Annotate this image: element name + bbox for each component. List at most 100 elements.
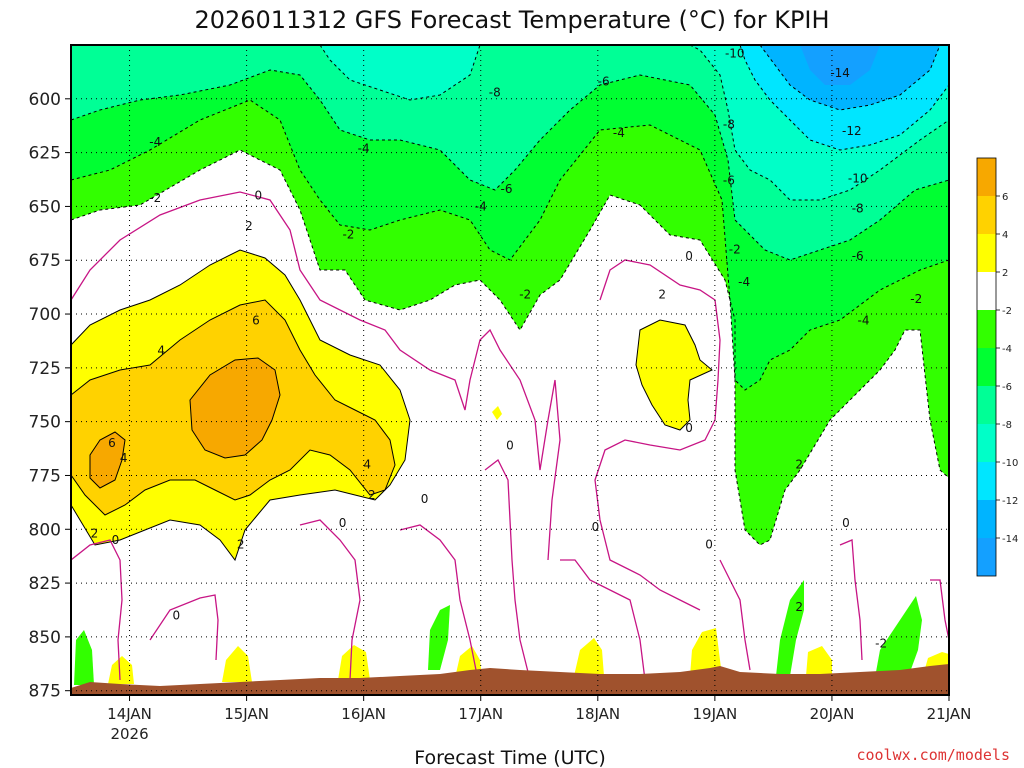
contour-label: -4 [613,126,625,140]
y-tick-label: 825 [29,574,61,594]
x-tick-label: 18JAN [575,705,620,723]
colorbar-label: -14 [1002,534,1018,545]
contour-label: -2 [875,636,887,650]
contour-label: 0 [173,608,181,622]
contour-label: -14 [830,66,850,80]
colorbar-label: -12 [1002,496,1018,507]
y-tick-label: 850 [29,628,61,648]
colorbar-label: -4 [1002,344,1012,355]
credit-link[interactable]: coolwx.com/models [856,746,1010,764]
contour-label: 0 [685,249,693,263]
contour-label: -6 [723,174,735,188]
surface-cool-1 [74,630,94,685]
contour-label: -6 [501,182,513,196]
contour-label: -2 [342,227,354,241]
x-year-label: 2026 [110,725,148,743]
contour-label: -2 [729,242,741,256]
y-tick-label: 750 [29,413,61,433]
band-2-4-patch-19jan [636,320,712,430]
surface-cool-3 [776,580,804,676]
y-axis: 600 625 650 675 700 725 750 775 800 825 850 875 [29,90,71,702]
y-tick-label: 600 [29,90,61,110]
x-axis: 14JAN 15JAN 16JAN 17JAN 18JAN 19JAN 20JAN 21JAN… [107,695,971,743]
contour-label: 0 [592,520,600,534]
colorbar-label: 2 [1002,268,1008,279]
contour-label: 2 [368,488,376,502]
contour-label: -4 [358,141,370,155]
y-tick-label: 650 [29,197,61,217]
plot-frame [70,44,950,696]
colorbar-label: -6 [1002,382,1012,393]
contour-label: -4 [475,199,487,213]
band-6-8 [90,358,280,488]
contour-label: 0 [112,533,120,547]
colorbar-segment [977,500,996,538]
contour-label: 0 [254,189,262,203]
contour-label: -2 [519,288,531,302]
band-minus8-minus10 [71,45,949,200]
colorbar-segment [977,538,996,576]
contour-label: 2 [795,600,803,614]
y-tick-label: 675 [29,251,61,271]
x-axis-label: Forecast Time (UTC) [414,747,605,768]
contour-label: 0 [842,516,850,530]
colorbar-segment [977,424,996,462]
y-tick-label: 800 [29,520,61,540]
colorbar-frame [976,157,997,577]
contour-lines [71,45,949,681]
contour-label: -8 [489,85,501,99]
y-tick-label: 700 [29,305,61,325]
contour-label: 0 [339,516,347,530]
contour-label: 4 [120,451,128,465]
colorbar-label: 6 [1002,192,1008,203]
colorbar-segment [977,386,996,424]
x-tick-label: 15JAN [224,705,269,723]
y-tick-label: 875 [29,682,61,702]
colorbar-segment [977,348,996,386]
surface-warm-3 [338,645,370,680]
contour-label: -12 [842,124,862,138]
contour-label: 2 [795,458,803,472]
x-tick-label: 17JAN [458,705,503,723]
contour-label: -8 [852,202,864,216]
band-below-minus14 [800,45,880,85]
x-tick-label: 14JAN [107,705,152,723]
colorbar-label: -10 [1002,458,1018,469]
band-2-4-patch-small [492,406,502,420]
y-tick-label: 625 [29,144,61,164]
colorbar-segment [977,462,996,500]
surface-warm-5 [574,638,604,676]
surface-cool-4 [876,596,922,672]
colorbar: 6 4 2 -2 -4 -6 -8 -10 -12 -14 [976,157,1018,577]
colorbar-label: 4 [1002,230,1008,241]
colorbar-segment [977,158,996,196]
contour-label: -10 [725,47,745,61]
colorbar-segment [977,234,996,272]
x-tick-label: 20JAN [810,705,855,723]
x-tick-label: 16JAN [341,705,386,723]
terrain [71,664,949,695]
colorbar-label: -8 [1002,420,1012,431]
contour-label: -6 [852,249,864,263]
contour-label: 0 [506,438,514,452]
surface-cool-2 [428,605,450,670]
colorbar-segment [977,196,996,234]
contour-label: -2 [910,292,922,306]
contour-label: 0 [705,537,713,551]
y-tick-label: 775 [29,466,61,486]
contour-label: 6 [252,313,260,327]
contour-label: -4 [858,313,870,327]
contour-label: 4 [157,344,165,358]
contour-label: 0 [421,492,429,506]
temperature-field [71,45,949,695]
contour-label: -4 [738,275,750,289]
x-tick-label: 19JAN [692,705,737,723]
contour-label: -6 [598,75,610,89]
x-tick-label: 21JAN [927,705,972,723]
contour-label: 6 [108,436,116,450]
contour-label: 2 [658,288,666,302]
colorbar-label: -2 [1002,306,1012,317]
contour-label: 2 [245,219,253,233]
contour-label: -10 [848,171,868,185]
